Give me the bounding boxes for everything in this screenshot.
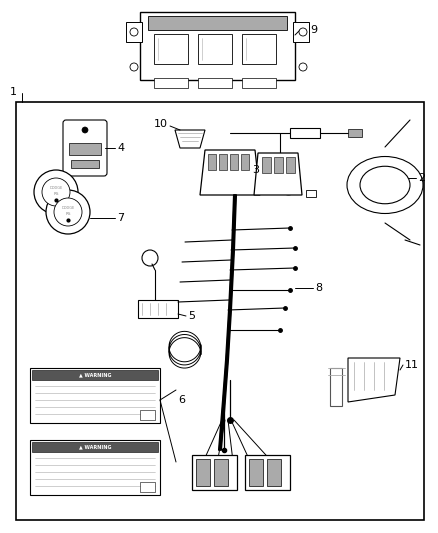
FancyBboxPatch shape [196, 459, 210, 486]
Circle shape [34, 170, 78, 214]
Circle shape [299, 63, 307, 71]
FancyBboxPatch shape [241, 154, 249, 170]
Polygon shape [348, 358, 400, 402]
FancyBboxPatch shape [219, 154, 227, 170]
FancyBboxPatch shape [230, 154, 238, 170]
FancyBboxPatch shape [245, 455, 290, 490]
FancyBboxPatch shape [330, 368, 342, 406]
FancyBboxPatch shape [306, 190, 316, 197]
Circle shape [130, 28, 138, 36]
Text: ▲ WARNING: ▲ WARNING [79, 445, 111, 449]
Polygon shape [175, 130, 205, 148]
FancyBboxPatch shape [249, 459, 263, 486]
Polygon shape [200, 150, 260, 195]
FancyBboxPatch shape [267, 459, 281, 486]
FancyBboxPatch shape [286, 157, 295, 173]
FancyBboxPatch shape [69, 143, 101, 155]
FancyBboxPatch shape [293, 22, 309, 42]
Circle shape [46, 190, 90, 234]
Circle shape [299, 28, 307, 36]
FancyBboxPatch shape [214, 459, 228, 486]
Text: 5: 5 [188, 311, 195, 321]
FancyBboxPatch shape [274, 157, 283, 173]
FancyBboxPatch shape [242, 78, 276, 88]
FancyBboxPatch shape [138, 300, 178, 318]
FancyBboxPatch shape [198, 78, 232, 88]
FancyBboxPatch shape [32, 370, 158, 380]
FancyBboxPatch shape [140, 482, 155, 492]
Text: 6: 6 [178, 395, 185, 405]
Text: RS: RS [53, 192, 59, 196]
FancyBboxPatch shape [16, 102, 424, 520]
Text: RS: RS [65, 212, 71, 216]
FancyBboxPatch shape [30, 368, 160, 423]
FancyBboxPatch shape [198, 34, 232, 64]
Text: 4: 4 [117, 143, 124, 153]
Text: DODGE: DODGE [49, 186, 63, 190]
FancyBboxPatch shape [63, 120, 107, 176]
FancyBboxPatch shape [71, 160, 99, 168]
FancyBboxPatch shape [262, 157, 271, 173]
FancyBboxPatch shape [148, 16, 287, 30]
FancyBboxPatch shape [290, 128, 320, 138]
FancyBboxPatch shape [30, 440, 160, 495]
Circle shape [130, 63, 138, 71]
FancyBboxPatch shape [242, 34, 276, 64]
Text: ▲ WARNING: ▲ WARNING [79, 373, 111, 377]
FancyBboxPatch shape [154, 34, 188, 64]
Text: 7: 7 [117, 213, 124, 223]
FancyBboxPatch shape [140, 410, 155, 420]
Circle shape [82, 127, 88, 133]
FancyBboxPatch shape [140, 12, 295, 80]
Text: 8: 8 [315, 283, 322, 293]
FancyBboxPatch shape [154, 78, 188, 88]
Text: 11: 11 [405, 360, 419, 370]
FancyBboxPatch shape [208, 154, 216, 170]
Polygon shape [254, 153, 302, 195]
FancyBboxPatch shape [192, 455, 237, 490]
Text: 2: 2 [418, 173, 425, 183]
Text: 9: 9 [310, 25, 317, 35]
FancyBboxPatch shape [126, 22, 142, 42]
Text: 10: 10 [154, 119, 168, 129]
FancyBboxPatch shape [348, 129, 362, 137]
Text: 3: 3 [252, 165, 259, 175]
Circle shape [54, 198, 82, 226]
Circle shape [42, 178, 70, 206]
Text: 1: 1 [10, 87, 17, 97]
Text: DODGE: DODGE [61, 206, 74, 210]
FancyBboxPatch shape [32, 442, 158, 452]
